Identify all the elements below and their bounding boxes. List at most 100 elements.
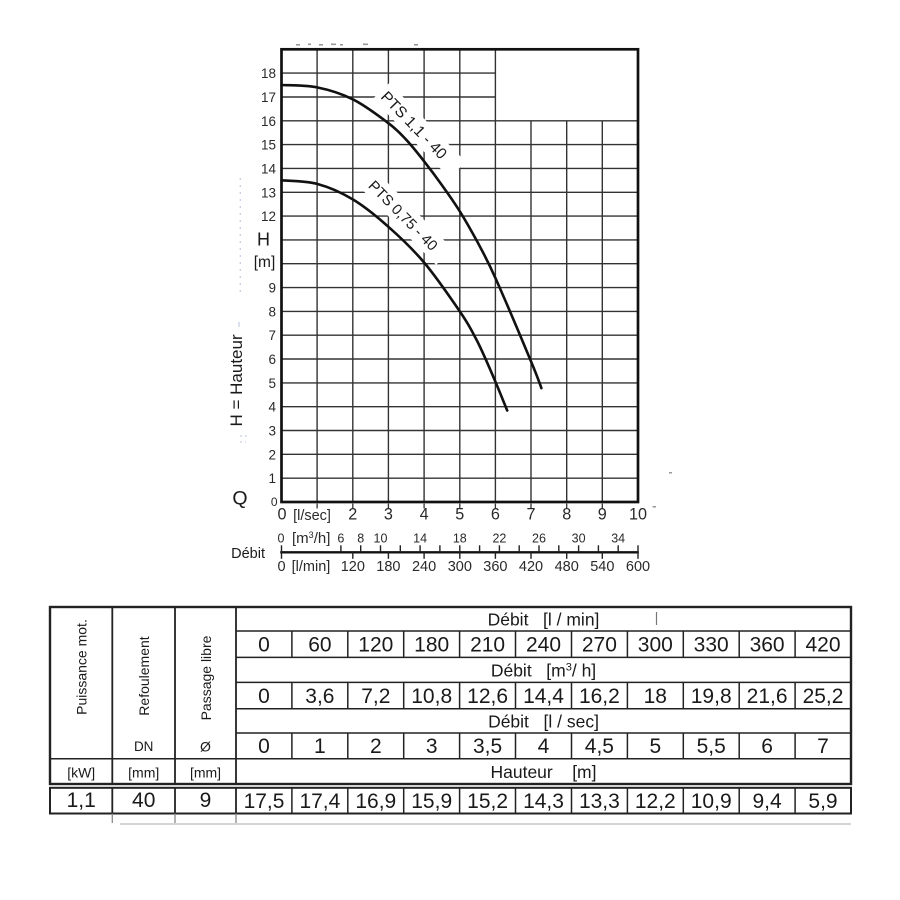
svg-text:22: 22 [492,532,506,546]
svg-text:0: 0 [271,495,278,509]
svg-text:3: 3 [384,506,393,524]
svg-text:2: 2 [348,506,357,524]
svg-text:9: 9 [200,789,212,812]
svg-text:Refoulement: Refoulement [136,636,152,715]
svg-text:3,6: 3,6 [305,685,334,708]
svg-text:300: 300 [448,559,472,575]
svg-text:180: 180 [414,634,449,657]
svg-text:120: 120 [341,559,365,575]
svg-text:[kW]: [kW] [67,764,95,780]
svg-text:Débit [l / min]: Débit [l / min] [488,610,600,630]
svg-text:600: 600 [626,559,650,575]
svg-text:14,3: 14,3 [523,790,564,813]
svg-text:40: 40 [132,789,155,812]
svg-text:30: 30 [572,532,586,546]
svg-text:16,9: 16,9 [355,790,396,813]
svg-text:17: 17 [261,90,276,105]
svg-text:Débit [m3/ h]: Débit [m3/ h] [491,660,596,680]
svg-text:14: 14 [261,161,277,176]
svg-text:0: 0 [277,559,285,575]
svg-text:9,4: 9,4 [752,790,782,813]
svg-text:5,5: 5,5 [697,735,726,758]
svg-text:25,2: 25,2 [803,685,844,708]
svg-text:4,5: 4,5 [585,735,614,758]
svg-text:6: 6 [761,735,773,758]
svg-text:[mm]: [mm] [190,764,221,780]
svg-text:420: 420 [805,634,840,657]
svg-text:5: 5 [268,376,276,391]
svg-text:10: 10 [374,532,388,546]
svg-text:[m]: [m] [254,254,276,271]
svg-text:17,4: 17,4 [299,790,340,813]
svg-text:H: H [257,230,270,250]
svg-text:270: 270 [582,634,617,657]
svg-text:60: 60 [308,634,331,657]
svg-text:10,9: 10,9 [691,790,732,813]
svg-text:7: 7 [268,328,276,343]
svg-text:7: 7 [817,735,829,758]
svg-text:2: 2 [268,447,276,462]
svg-text:5,9: 5,9 [808,790,837,813]
svg-text:18: 18 [261,66,276,81]
svg-text:7,2: 7,2 [361,685,390,708]
svg-text:5: 5 [649,735,661,758]
svg-text:240: 240 [412,559,436,575]
svg-text:[l/min]: [l/min] [292,559,331,575]
svg-text:Hauteur [m]: Hauteur [m] [490,762,596,782]
svg-text:16: 16 [261,114,276,129]
svg-text:2: 2 [370,735,382,758]
svg-text:16,2: 16,2 [579,685,620,708]
svg-text:6: 6 [337,532,344,546]
svg-text:3: 3 [426,735,438,758]
svg-text:7: 7 [526,506,535,524]
svg-text:1: 1 [314,735,326,758]
svg-text:330: 330 [694,634,729,657]
svg-text:H = Hauteur: H = Hauteur [227,334,246,426]
svg-text:17,5: 17,5 [244,790,285,813]
svg-text:9: 9 [598,506,607,524]
svg-text:15: 15 [261,138,276,153]
svg-text:6: 6 [491,506,500,524]
svg-text:420: 420 [519,559,543,575]
svg-text:3: 3 [268,424,276,439]
svg-text:1: 1 [268,471,276,486]
svg-text:9: 9 [268,281,276,296]
svg-text:8: 8 [357,532,364,546]
svg-text:480: 480 [555,559,579,575]
svg-text:3,5: 3,5 [473,735,502,758]
svg-text:240: 240 [526,634,561,657]
svg-text:15,2: 15,2 [467,790,508,813]
svg-text:4: 4 [538,735,550,758]
svg-text:10: 10 [629,506,647,524]
svg-text:Débit [l / sec]: Débit [l / sec] [488,711,599,731]
svg-text:0: 0 [258,735,270,758]
svg-text:4: 4 [420,506,429,524]
svg-text:0: 0 [277,506,286,524]
svg-text:14,4: 14,4 [523,685,564,708]
svg-text:Q: Q [232,488,247,510]
svg-text:Ø: Ø [200,739,211,755]
svg-text:6: 6 [268,352,276,367]
svg-text:13: 13 [261,185,276,200]
svg-text:Puissance mot.: Puissance mot. [74,619,90,715]
svg-text:DN: DN [134,739,154,754]
svg-text:15,9: 15,9 [411,790,452,813]
svg-text:12,6: 12,6 [467,685,508,708]
svg-text:0: 0 [278,532,285,546]
svg-text:18: 18 [453,532,467,546]
svg-text:180: 180 [376,559,400,575]
svg-text:360: 360 [483,559,507,575]
svg-text:13,3: 13,3 [579,790,620,813]
svg-text:Passage libre: Passage libre [198,635,214,720]
svg-text:Débit: Débit [231,546,265,562]
svg-text:[l/sec]: [l/sec] [293,508,331,524]
svg-text:1,1: 1,1 [67,789,96,812]
svg-text:26: 26 [532,532,546,546]
svg-text:21,6: 21,6 [747,685,788,708]
svg-text:10,8: 10,8 [411,685,452,708]
svg-text:8: 8 [562,506,571,524]
svg-text:4: 4 [268,400,276,415]
svg-text:12,2: 12,2 [635,790,676,813]
svg-text:540: 540 [590,559,614,575]
svg-text:0: 0 [258,685,270,708]
